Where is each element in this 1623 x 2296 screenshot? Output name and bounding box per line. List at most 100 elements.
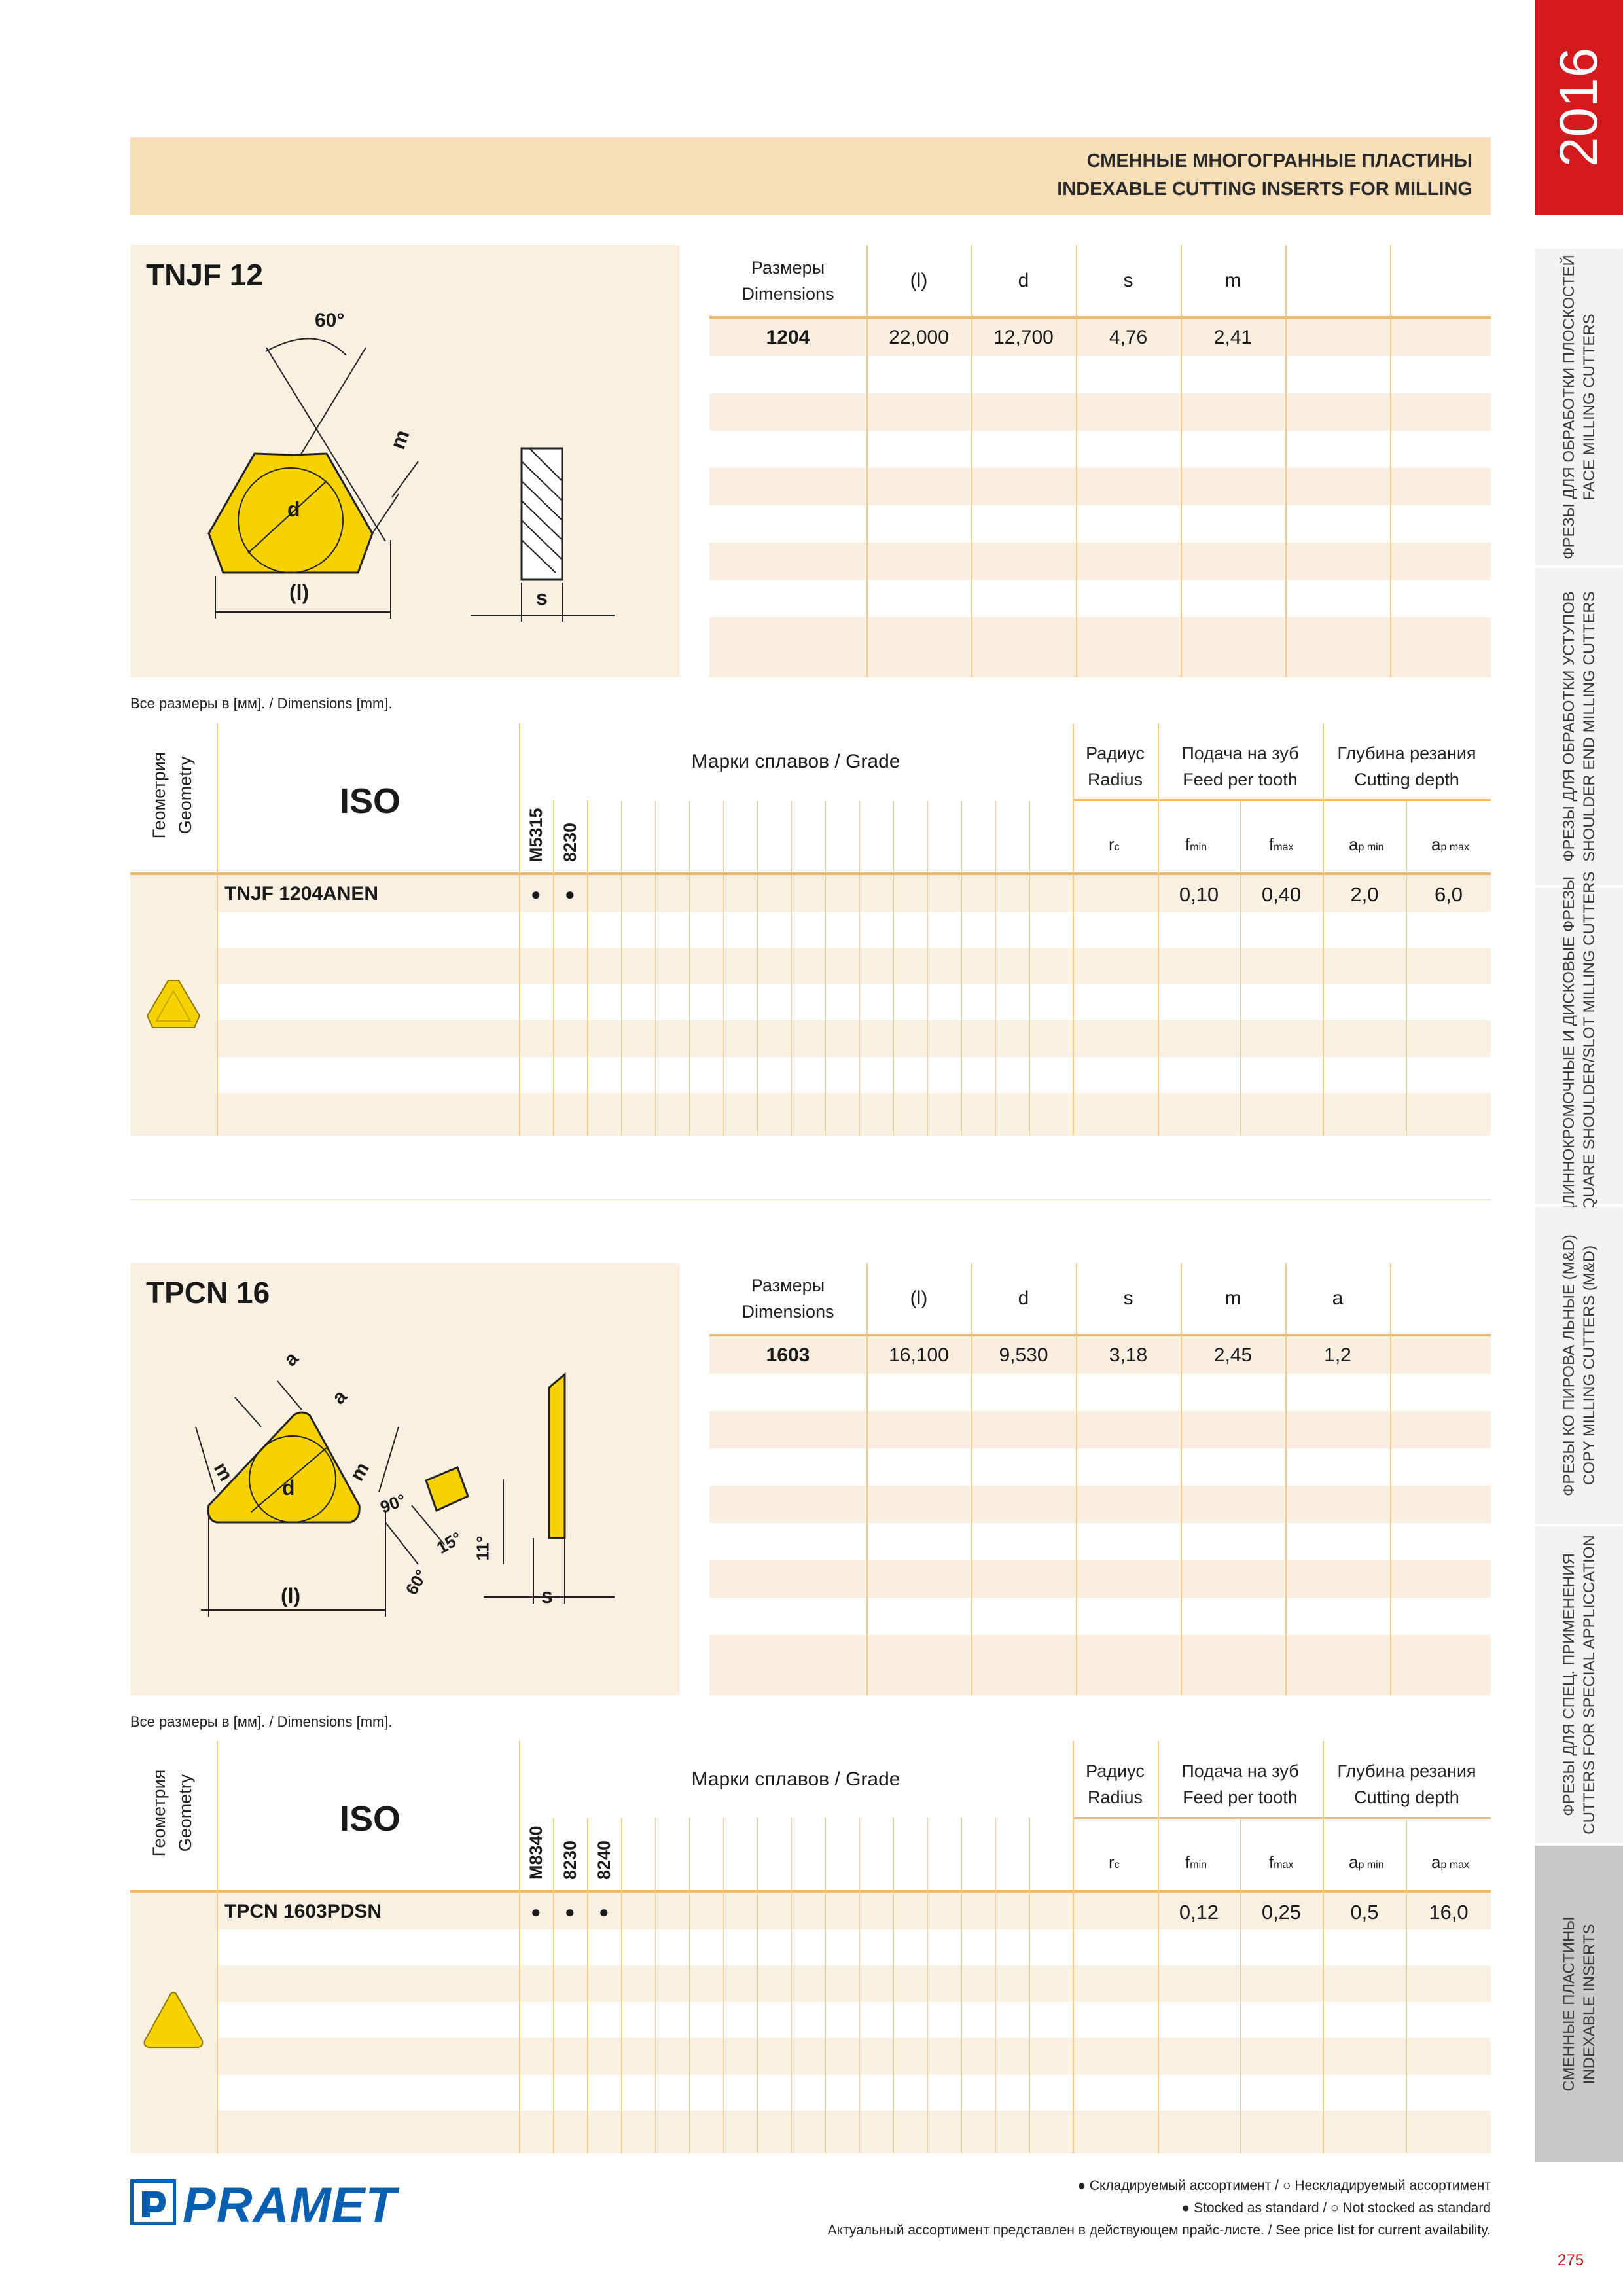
size-cell: 1204 — [766, 326, 810, 348]
d-label: d — [287, 497, 300, 521]
l-label: (l) — [289, 581, 310, 604]
stock-dot: ● — [531, 884, 541, 904]
sidebar-tab-shoulder-milling[interactable]: ФРЕЗЫ ДЛЯ ОБРАБОТКИ УСТУПОВ SHOULDER END … — [1535, 568, 1623, 888]
tpcn-geometry-icon — [143, 1992, 204, 2048]
dimensions-header: Размеры Dimensions (l) d s m — [709, 245, 1491, 319]
col-header: d — [1018, 270, 1029, 291]
dimensions-table-tpcn: Размеры Dimensions (l) d s m a 1603 16,10… — [709, 1263, 1491, 1695]
feed-label: Feed per tooth — [1183, 1787, 1298, 1807]
grade-header: Марки сплавов / Grade — [691, 751, 901, 772]
tpcn-drawing — [195, 1372, 615, 1617]
page-number: 275 — [1558, 2251, 1584, 2269]
tnjf-drawing — [207, 338, 615, 622]
dimensions-label: Dimensions — [741, 284, 834, 304]
table-row: 1204 22,000 12,700 4,76 2,41 — [709, 319, 1491, 356]
sidebar-tab-inserts[interactable]: СМЕННЫЕ ПЛАСТИНЫ INDEXABLE INSERTS — [1535, 1846, 1623, 2165]
grade-code: M8340 — [526, 1825, 546, 1880]
dimensions-label: Размеры — [751, 1276, 825, 1295]
angle-label: 60° — [315, 310, 345, 331]
dimensions-table-tnjf: Размеры Dimensions (l) d s m 1204 22,000 … — [709, 245, 1491, 677]
pramet-logo-icon — [130, 2179, 176, 2225]
year-tab: 2016 — [1535, 0, 1623, 215]
sidebar-tab-label: FACE MILLING CUTTERS — [1580, 314, 1598, 501]
availability-note: Актуальный ассортимент представлен в дей… — [827, 2223, 1491, 2238]
pramet-logo-text: PRAMET — [183, 2178, 397, 2233]
dimensions-header: Размеры Dimensions (l) d s m a — [709, 1263, 1491, 1336]
stock-dot: ● — [531, 1902, 541, 1922]
value-cell: 16,100 — [889, 1344, 949, 1366]
size-cell: 1603 — [766, 1344, 810, 1366]
grade-code: 8230 — [560, 822, 580, 862]
iso-label: ISO — [340, 781, 401, 821]
insert-title: TNJF 12 — [146, 258, 263, 292]
value-cell: 4,76 — [1109, 326, 1148, 348]
stock-dot: ● — [565, 1902, 575, 1922]
grade-code: 8230 — [560, 1840, 580, 1880]
dimensions-note: Все размеры в [мм]. / Dimensions [mm]. — [130, 1713, 393, 1730]
sidebar-tab-label: ФРЕЗЫ ДЛЯ ОБРАБОТКИ УСТУПОВ — [1560, 591, 1578, 862]
sidebar-tab-label: SHOULDER END MILLING CUTTERS — [1580, 591, 1598, 862]
drawing-box-tnjf: TNJF 12 60° m d (l) — [130, 245, 680, 677]
insert-name[interactable]: TNJF 1204ANEN — [224, 883, 379, 905]
legend-en: ● Stocked as standard / ○ Not stocked as… — [1181, 2200, 1491, 2215]
sidebar-tab-copy-milling[interactable]: ФРЕЗЫ КО ПИРОВА ЛЬНЫЕ (M&D) COPY MILLING … — [1535, 1207, 1623, 1526]
fmax-value: 0,40 — [1261, 883, 1302, 906]
iso-label: ISO — [340, 1799, 401, 1839]
col-header: m — [1224, 270, 1241, 291]
value-cell: 12,700 — [993, 326, 1054, 348]
value-cell: 9,530 — [999, 1344, 1048, 1366]
sidebar-tab-label: ФРЕЗЫ КО ПИРОВА ЛЬНЫЕ (M&D) — [1560, 1234, 1578, 1496]
sidebar-tab-label: ФРЕЗЫ ДЛЯ ОБРАБОТКИ ПЛОСКОСТЕЙ — [1560, 255, 1578, 560]
apmax-value: 16,0 — [1429, 1901, 1469, 1924]
fmax-value: 0,25 — [1261, 1901, 1302, 1924]
sidebar-tab-label: CUTTERS FOR SPECIAL APPLICCATION — [1580, 1535, 1598, 1835]
fmax-label: fmax — [1269, 834, 1294, 854]
table-row: 1603 16,100 9,530 3,18 2,45 1,2 — [709, 1336, 1491, 1374]
rc-label: rc — [1109, 834, 1120, 854]
geometry-label: Geometry — [175, 1774, 195, 1852]
sidebar-tab-face-milling[interactable]: ФРЕЗЫ ДЛЯ ОБРАБОТКИ ПЛОСКОСТЕЙ FACE MILLI… — [1535, 249, 1623, 568]
value-cell — [1285, 319, 1390, 356]
value-cell: 2,45 — [1213, 1344, 1253, 1366]
drawing-box-tpcn: TPCN 16 a a m m d (l) 90° 15° 60° 11° s — [130, 1263, 680, 1695]
tnjf-geometry-icon — [146, 980, 201, 1028]
radius-label: Радиус — [1086, 744, 1145, 763]
sidebar-tab-label: SQUARE SHOULDER/SLOT MILLING CUTTERS — [1580, 871, 1598, 1221]
value-cell: 22,000 — [889, 326, 949, 348]
header-title-en: INDEXABLE CUTTING INSERTS FOR MILLING — [1057, 179, 1472, 200]
depth-label: Глубина резания — [1337, 1761, 1476, 1781]
rc-label: rc — [1109, 1852, 1120, 1872]
depth-label: Глубина резания — [1337, 744, 1476, 763]
geometry-label: Геометрия — [149, 1769, 169, 1857]
insert-title: TPCN 16 — [146, 1276, 270, 1310]
fmin-value: 0,10 — [1179, 883, 1219, 906]
dimensions-label: Размеры — [751, 258, 825, 278]
fmin-value: 0,12 — [1179, 1901, 1219, 1924]
dimensions-label: Dimensions — [741, 1302, 834, 1321]
grade-code: 8240 — [594, 1840, 614, 1880]
col-header: a — [1332, 1287, 1344, 1309]
s-label: s — [541, 1584, 553, 1607]
apmax-label: ap max — [1431, 834, 1470, 854]
col-header: m — [1224, 1287, 1241, 1309]
section-divider — [130, 1199, 1491, 1200]
s-label: s — [536, 586, 548, 609]
value-cell: 2,41 — [1213, 326, 1253, 348]
geometry-label: Geometry — [175, 756, 195, 834]
sidebar-tab-label: INDEXABLE INSERTS — [1580, 1924, 1598, 2085]
feed-label: Подача на зуб — [1181, 1761, 1299, 1781]
fmin-label: fmin — [1185, 834, 1207, 854]
value-cell: 3,18 — [1109, 1344, 1148, 1366]
header-band: СМЕННЫЕ МНОГОГРАННЫЕ ПЛАСТИНЫ INDEXABLE … — [130, 137, 1491, 215]
sidebar-tab-slot-milling[interactable]: ДЛИННОКРОМОЧНЫЕ И ДИСКОВЫЕ ФРЕЗЫ SQUARE S… — [1535, 872, 1623, 1221]
apmin-label: ap min — [1349, 834, 1384, 854]
insert-name[interactable]: TPCN 1603PDSN — [224, 1901, 382, 1922]
apmax-label: ap max — [1431, 1852, 1470, 1872]
sidebar-tab-label: ДЛИННОКРОМОЧНЫЕ И ДИСКОВЫЕ ФРЕЗЫ — [1560, 876, 1578, 1216]
legend-ru: ● Складируемый ассортимент / ○ Нескладир… — [1077, 2178, 1491, 2193]
angle-11-label: 11° — [473, 1535, 493, 1561]
grade-header: Марки сплавов / Grade — [691, 1768, 901, 1790]
sidebar-tab-special[interactable]: ФРЕЗЫ ДЛЯ СПЕЦ. ПРИМЕНЕНИЯ CUTTERS FOR SP… — [1535, 1526, 1623, 1846]
apmin-value: 0,5 — [1350, 1901, 1379, 1924]
l-label: (l) — [281, 1584, 301, 1607]
